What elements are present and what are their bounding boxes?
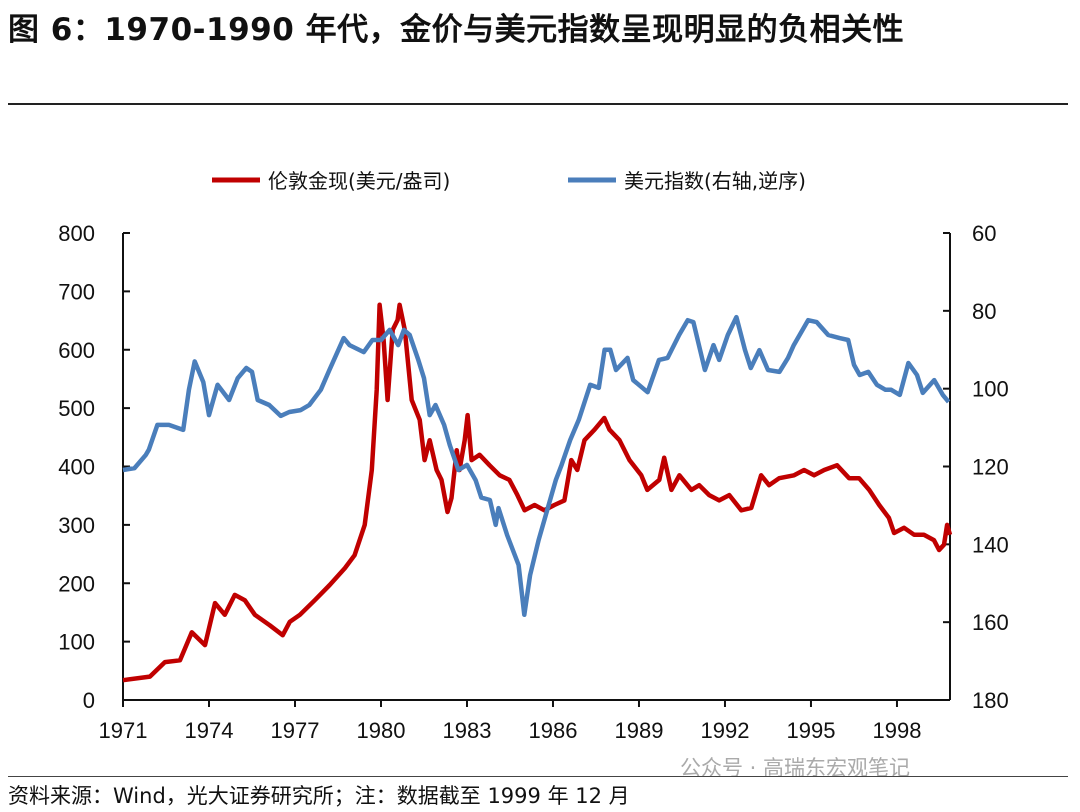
watermark: 公众号 · 高瑞东宏观笔记 [680, 756, 911, 780]
y-left-tick-label: 400 [58, 455, 95, 480]
x-tick-label: 1986 [529, 718, 578, 743]
y-left-tick-label: 800 [58, 221, 95, 246]
legend-label-gold: 伦敦金现(美元/盎司) [268, 169, 450, 193]
y-left-tick-label: 100 [58, 630, 95, 655]
footer-divider [8, 776, 1068, 777]
y-right-tick-label: 120 [972, 455, 1009, 480]
y-right-tick-label: 60 [972, 221, 996, 246]
x-tick-label: 1992 [700, 718, 749, 743]
x-tick-label: 1971 [99, 718, 148, 743]
legend: 伦敦金现(美元/盎司) 美元指数(右轴,逆序) [212, 169, 806, 193]
x-tick-label: 1989 [615, 718, 664, 743]
figure-title: 图 6：1970-1990 年代，金价与美元指数呈现明显的负相关性 [8, 12, 905, 48]
y-left-tick-label: 0 [83, 688, 95, 713]
y-right-tick-label: 140 [972, 532, 1009, 557]
x-tick-label: 1980 [357, 718, 406, 743]
y-left-tick-label: 500 [58, 396, 95, 421]
title-divider [8, 103, 1068, 105]
legend-label-dxy: 美元指数(右轴,逆序) [624, 169, 806, 193]
y-left-tick-label: 600 [58, 338, 95, 363]
gold-price-line [122, 302, 953, 683]
y-left-tick-label: 300 [58, 513, 95, 538]
source-note: 资料来源：Wind，光大证券研究所；注：数据截至 1999 年 12 月 [8, 784, 630, 808]
dollar-index-line [122, 314, 951, 618]
y-right-tick-label: 160 [972, 610, 1009, 635]
x-tick-label: 1995 [786, 718, 835, 743]
y-left-tick-label: 200 [58, 571, 95, 596]
y-right-tick-label: 80 [972, 299, 996, 324]
x-tick-label: 1983 [443, 718, 492, 743]
x-tick-label: 1998 [872, 718, 921, 743]
x-tick-label: 1977 [271, 718, 320, 743]
x-tick-label: 1974 [185, 718, 234, 743]
y-left-tick-label: 700 [58, 279, 95, 304]
y-right-tick-label: 180 [972, 688, 1009, 713]
y-right-tick-label: 100 [972, 377, 1009, 402]
